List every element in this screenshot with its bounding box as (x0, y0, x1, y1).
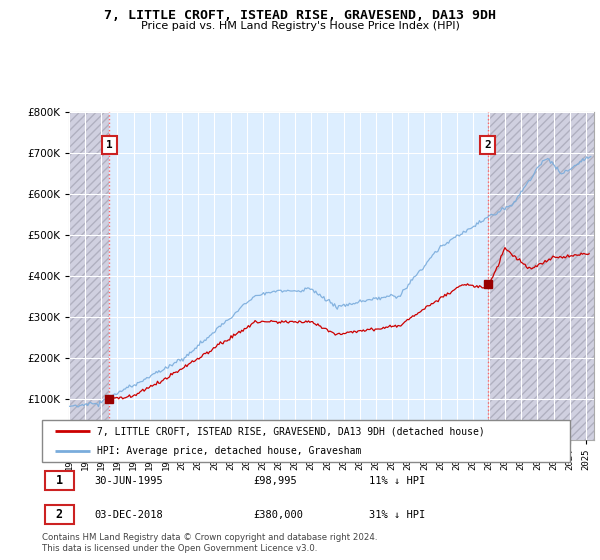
Text: 1: 1 (56, 474, 63, 487)
Text: 2: 2 (484, 140, 491, 150)
FancyBboxPatch shape (44, 472, 74, 491)
Text: 7, LITTLE CROFT, ISTEAD RISE, GRAVESEND, DA13 9DH: 7, LITTLE CROFT, ISTEAD RISE, GRAVESEND,… (104, 9, 496, 22)
Text: Price paid vs. HM Land Registry's House Price Index (HPI): Price paid vs. HM Land Registry's House … (140, 21, 460, 31)
Text: 11% ↓ HPI: 11% ↓ HPI (370, 476, 425, 486)
Text: £380,000: £380,000 (253, 510, 303, 520)
FancyBboxPatch shape (44, 505, 74, 524)
Text: Contains HM Land Registry data © Crown copyright and database right 2024.
This d: Contains HM Land Registry data © Crown c… (42, 533, 377, 553)
Text: 2: 2 (56, 508, 63, 521)
Bar (488, 112, 594, 440)
Text: 03-DEC-2018: 03-DEC-2018 (95, 510, 164, 520)
Text: 1: 1 (106, 140, 113, 150)
Bar (69, 112, 109, 440)
Text: 7, LITTLE CROFT, ISTEAD RISE, GRAVESEND, DA13 9DH (detached house): 7, LITTLE CROFT, ISTEAD RISE, GRAVESEND,… (97, 426, 485, 436)
Text: 31% ↓ HPI: 31% ↓ HPI (370, 510, 425, 520)
FancyBboxPatch shape (42, 420, 570, 462)
Text: £98,995: £98,995 (253, 476, 297, 486)
Text: 30-JUN-1995: 30-JUN-1995 (95, 476, 164, 486)
Text: HPI: Average price, detached house, Gravesham: HPI: Average price, detached house, Grav… (97, 446, 362, 456)
